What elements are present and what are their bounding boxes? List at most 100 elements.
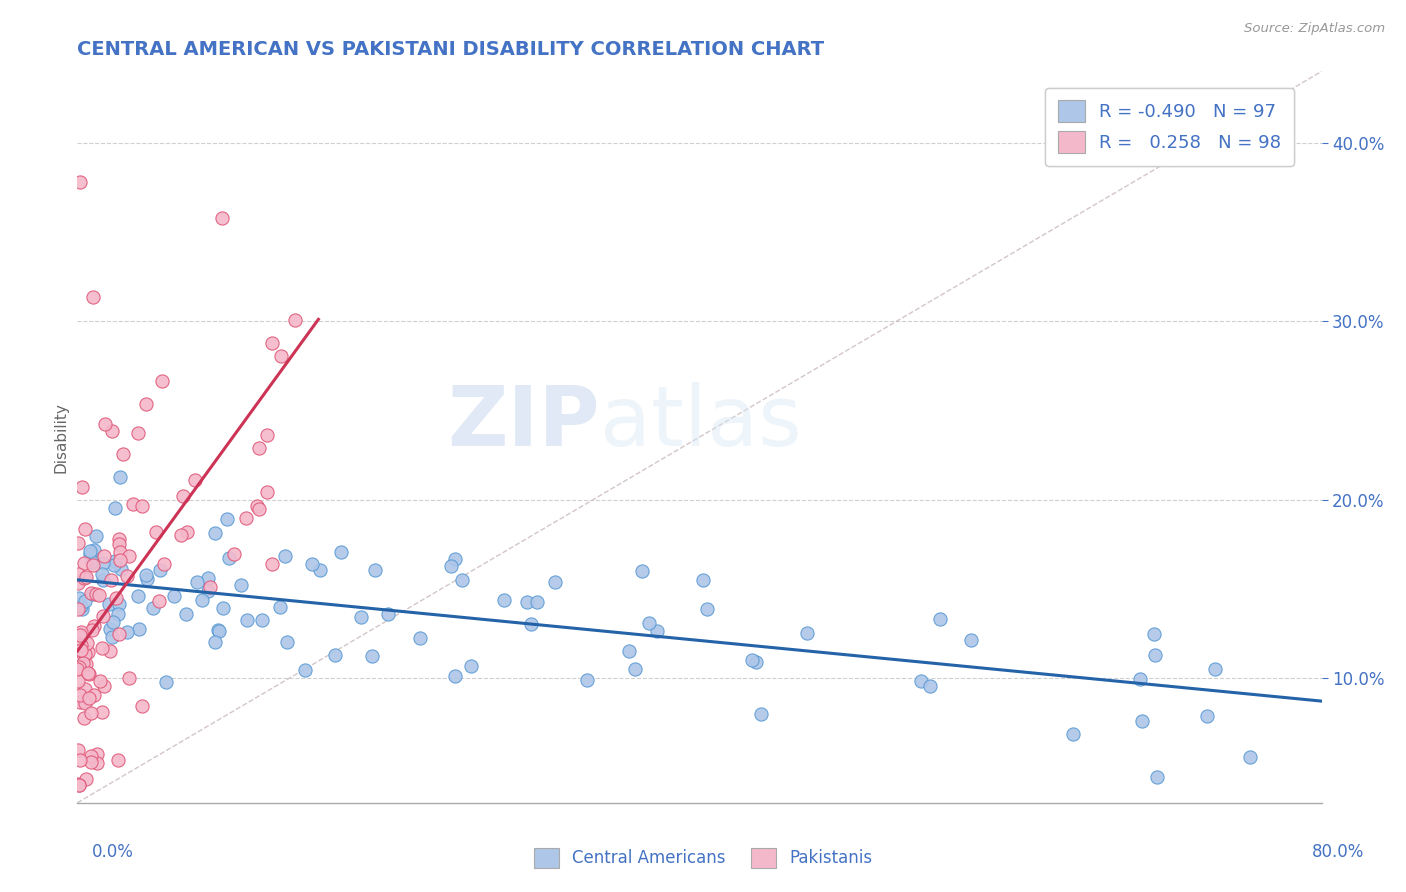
Point xyxy=(98,644,121,658)
Point xyxy=(150,375,173,389)
Point xyxy=(256,484,278,499)
Point xyxy=(79,755,101,769)
Point xyxy=(163,590,186,604)
Point xyxy=(149,563,172,577)
Point xyxy=(70,628,93,642)
Point xyxy=(350,609,373,624)
Point xyxy=(929,612,952,626)
Text: ZIP: ZIP xyxy=(447,382,600,463)
Point xyxy=(117,625,139,640)
Point xyxy=(73,681,96,696)
Point xyxy=(80,586,103,600)
Point xyxy=(104,501,127,516)
Point xyxy=(67,778,90,792)
Point xyxy=(67,778,90,792)
Text: Source: ZipAtlas.com: Source: ZipAtlas.com xyxy=(1244,22,1385,36)
Point xyxy=(73,648,96,662)
Point xyxy=(516,595,538,609)
Point xyxy=(256,428,278,442)
Point xyxy=(236,614,259,628)
Text: atlas: atlas xyxy=(600,382,801,463)
Point xyxy=(245,499,267,513)
Point xyxy=(70,599,93,614)
Point xyxy=(86,756,108,770)
Point xyxy=(443,552,465,566)
Point xyxy=(197,584,219,599)
Point xyxy=(174,607,197,622)
Point xyxy=(108,597,131,611)
Point xyxy=(247,441,270,455)
Point xyxy=(67,659,90,673)
Point xyxy=(108,627,131,641)
Point xyxy=(69,624,91,639)
Point xyxy=(745,655,768,669)
Point xyxy=(131,500,153,514)
Point xyxy=(148,594,170,608)
Point xyxy=(208,624,231,639)
Point xyxy=(103,558,125,572)
Point xyxy=(86,747,108,761)
Point xyxy=(377,607,399,621)
Point xyxy=(121,497,143,511)
Point xyxy=(619,644,641,658)
Point xyxy=(108,537,131,551)
Point xyxy=(69,627,91,641)
Point xyxy=(1146,770,1168,784)
Point xyxy=(127,426,149,441)
Point xyxy=(204,526,226,541)
Point xyxy=(83,543,105,558)
Point xyxy=(284,312,307,326)
Point xyxy=(1062,727,1084,741)
Point xyxy=(73,696,96,710)
Point xyxy=(83,689,105,703)
Point xyxy=(274,549,297,564)
Point xyxy=(696,602,718,616)
Point xyxy=(170,527,193,541)
Point xyxy=(69,642,91,657)
Point xyxy=(211,211,233,226)
Point xyxy=(100,573,122,587)
Point xyxy=(1239,750,1261,764)
Point xyxy=(692,573,714,587)
Point xyxy=(172,489,194,503)
Point xyxy=(229,578,252,592)
Point xyxy=(749,707,772,722)
Point xyxy=(70,602,93,616)
Point xyxy=(131,699,153,714)
Point xyxy=(80,706,103,720)
Point xyxy=(76,645,98,659)
Point xyxy=(118,549,141,563)
Point xyxy=(66,743,89,757)
Point xyxy=(67,629,90,643)
Point xyxy=(526,595,548,609)
Point xyxy=(183,473,205,487)
Point xyxy=(104,554,127,568)
Point xyxy=(110,562,132,576)
Point xyxy=(91,556,114,570)
Point xyxy=(494,592,516,607)
Point xyxy=(77,691,100,706)
Point xyxy=(66,662,89,676)
Point xyxy=(67,575,90,590)
Point xyxy=(630,564,652,578)
Point xyxy=(80,749,103,764)
Point xyxy=(67,777,90,791)
Point xyxy=(80,623,103,637)
Point xyxy=(145,525,167,540)
Point xyxy=(75,570,97,584)
Point xyxy=(69,753,91,767)
Point xyxy=(250,613,273,627)
Point xyxy=(79,544,101,558)
Point xyxy=(75,594,97,608)
Point xyxy=(75,772,97,786)
Point xyxy=(235,511,257,525)
Point xyxy=(270,349,292,363)
Point xyxy=(108,553,131,567)
Point xyxy=(93,609,115,624)
Point xyxy=(363,563,385,577)
Legend: Central Americans, Pakistanis: Central Americans, Pakistanis xyxy=(527,841,879,875)
Point xyxy=(204,635,226,649)
Point xyxy=(105,591,128,606)
Point xyxy=(70,480,93,494)
Point xyxy=(155,675,177,690)
